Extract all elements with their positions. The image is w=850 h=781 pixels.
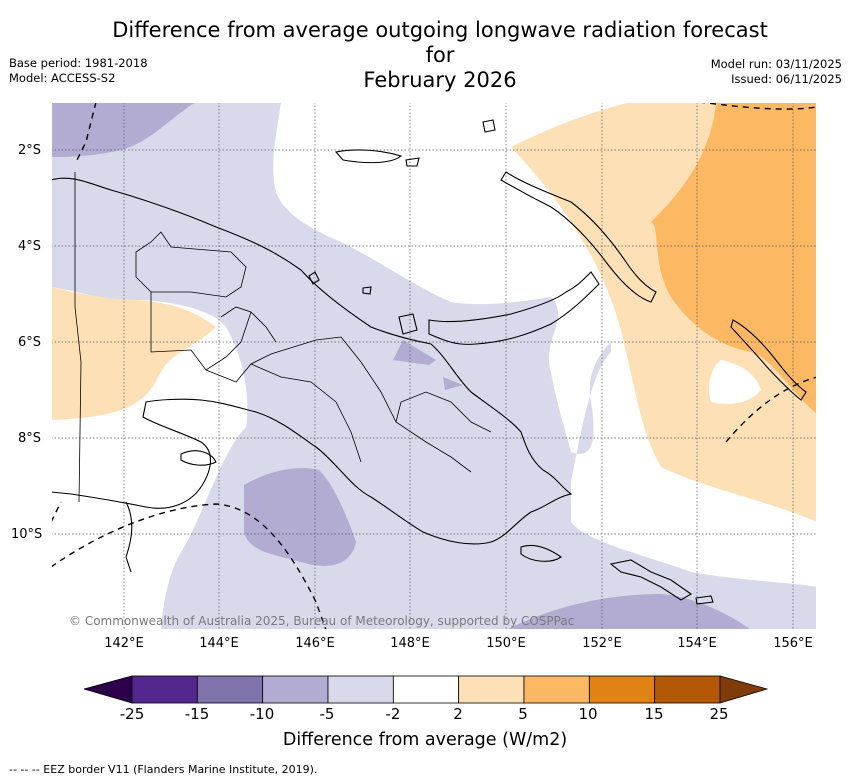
umboi-island [398, 313, 418, 335]
colorbar-tick-2: -10 [249, 705, 275, 723]
torres-strait-coast [125, 501, 133, 573]
province-border-1 [135, 231, 247, 298]
colorbar-segment-7 [588, 675, 656, 704]
landmass-outlines [51, 119, 807, 605]
chart-title: Difference from average outgoing longwav… [95, 18, 785, 93]
colorbar-extend-low [84, 675, 133, 704]
title-line-1: Difference from average outgoing longwav… [112, 18, 768, 67]
manus-island [334, 149, 403, 164]
lat-label-2s: 2°S [18, 143, 42, 158]
karkar-island [308, 271, 320, 285]
louisiade-archipelago [609, 559, 693, 601]
pngr-international-border [74, 172, 82, 503]
anomaly-region-purple-small [443, 377, 463, 390]
colorbar-label: Difference from average (W/m2) [282, 730, 568, 750]
lat-label-6s: 6°S [18, 335, 42, 350]
lon-label-152e: 152°E [582, 636, 622, 651]
colorbar-tick-1: -15 [184, 705, 210, 723]
lon-label-150e: 150°E [486, 636, 526, 651]
issued-date: Issued: 06/11/2025 [731, 72, 842, 86]
colorbar-segment-1 [196, 675, 264, 704]
map-frame [51, 102, 817, 630]
lon-label-148e: 148°E [390, 636, 430, 651]
colorbar-tick-6: 5 [518, 705, 528, 723]
lon-label-146e: 146°E [295, 636, 335, 651]
eez-legend: -- -- -- EEZ border V11 (Flanders Marine… [9, 763, 318, 776]
anomaly-region-purple-nw [51, 102, 196, 157]
political-borders [74, 172, 492, 503]
d-entrecasteaux-islands [520, 544, 562, 562]
neutral-hole [709, 360, 761, 404]
eez-borders [51, 102, 817, 630]
bougainville [730, 319, 807, 401]
province-border-6 [395, 391, 492, 433]
map-panel [51, 102, 817, 630]
colorbar [84, 675, 768, 704]
colorbar-segment-6 [523, 675, 590, 704]
copyright-notice: © Commonwealth of Australia 2025, Bureau… [69, 614, 575, 628]
colorbar-tick-8: 15 [644, 705, 664, 723]
lon-label-154e: 154°E [677, 636, 717, 651]
anomaly-region-orange-east [651, 102, 817, 414]
province-border-7 [220, 306, 277, 343]
colorbar-tick-5: 2 [453, 705, 463, 723]
province-border-3 [205, 336, 342, 383]
manus-east [405, 157, 420, 167]
colorbar-segments [131, 675, 721, 704]
province-border-4 [250, 363, 362, 463]
anomaly-region-light-purple-west [51, 102, 817, 630]
gridlines [51, 102, 817, 630]
anomaly-region-light-orange-west [51, 287, 216, 420]
anomaly-region-purple-south [244, 467, 356, 566]
colorbar-segment-5 [458, 675, 525, 704]
colorbar-segment-8 [654, 675, 721, 704]
small-island-n [482, 119, 496, 133]
rossel-island [695, 595, 714, 605]
colorbar-tick-9: 25 [709, 705, 729, 723]
colorbar-segment-0 [131, 675, 198, 704]
colorbar-tick-7: 10 [578, 705, 598, 723]
lon-label-144e: 144°E [199, 636, 239, 651]
new-ireland [500, 171, 657, 303]
new-britain [428, 271, 600, 345]
new-guinea-coast [51, 177, 573, 545]
meta-right: Model run: 03/11/2025 Issued: 06/11/2025 [711, 57, 842, 87]
colorbar-tick-4: -2 [385, 705, 401, 723]
colorbar-segment-3 [327, 675, 394, 704]
meta-left: Base period: 1981-2018 Model: ACCESS-S2 [9, 56, 148, 86]
colorbar-tick-0: -25 [119, 705, 145, 723]
colorbar-segment-2 [262, 675, 329, 704]
colorbar-segment-4 [392, 675, 460, 704]
long-island [362, 286, 372, 295]
lon-label-142e: 142°E [104, 636, 144, 651]
base-period: Base period: 1981-2018 [9, 56, 148, 70]
south-coast-islands [180, 450, 217, 466]
anomaly-region-purple-se [506, 594, 751, 630]
colorbar-extend-high [719, 675, 768, 704]
lat-label-10s: 10°S [11, 527, 43, 542]
model-run: Model run: 03/11/2025 [710, 57, 842, 71]
title-line-2: February 2026 [363, 68, 517, 92]
lat-label-8s: 8°S [18, 431, 42, 446]
anomaly-region-purple-center [393, 340, 436, 365]
lat-label-4s: 4°S [18, 239, 42, 254]
colorbar-tick-3: -5 [319, 705, 335, 723]
lon-label-156e: 156°E [773, 636, 813, 651]
model-name: Model: ACCESS-S2 [9, 71, 116, 85]
